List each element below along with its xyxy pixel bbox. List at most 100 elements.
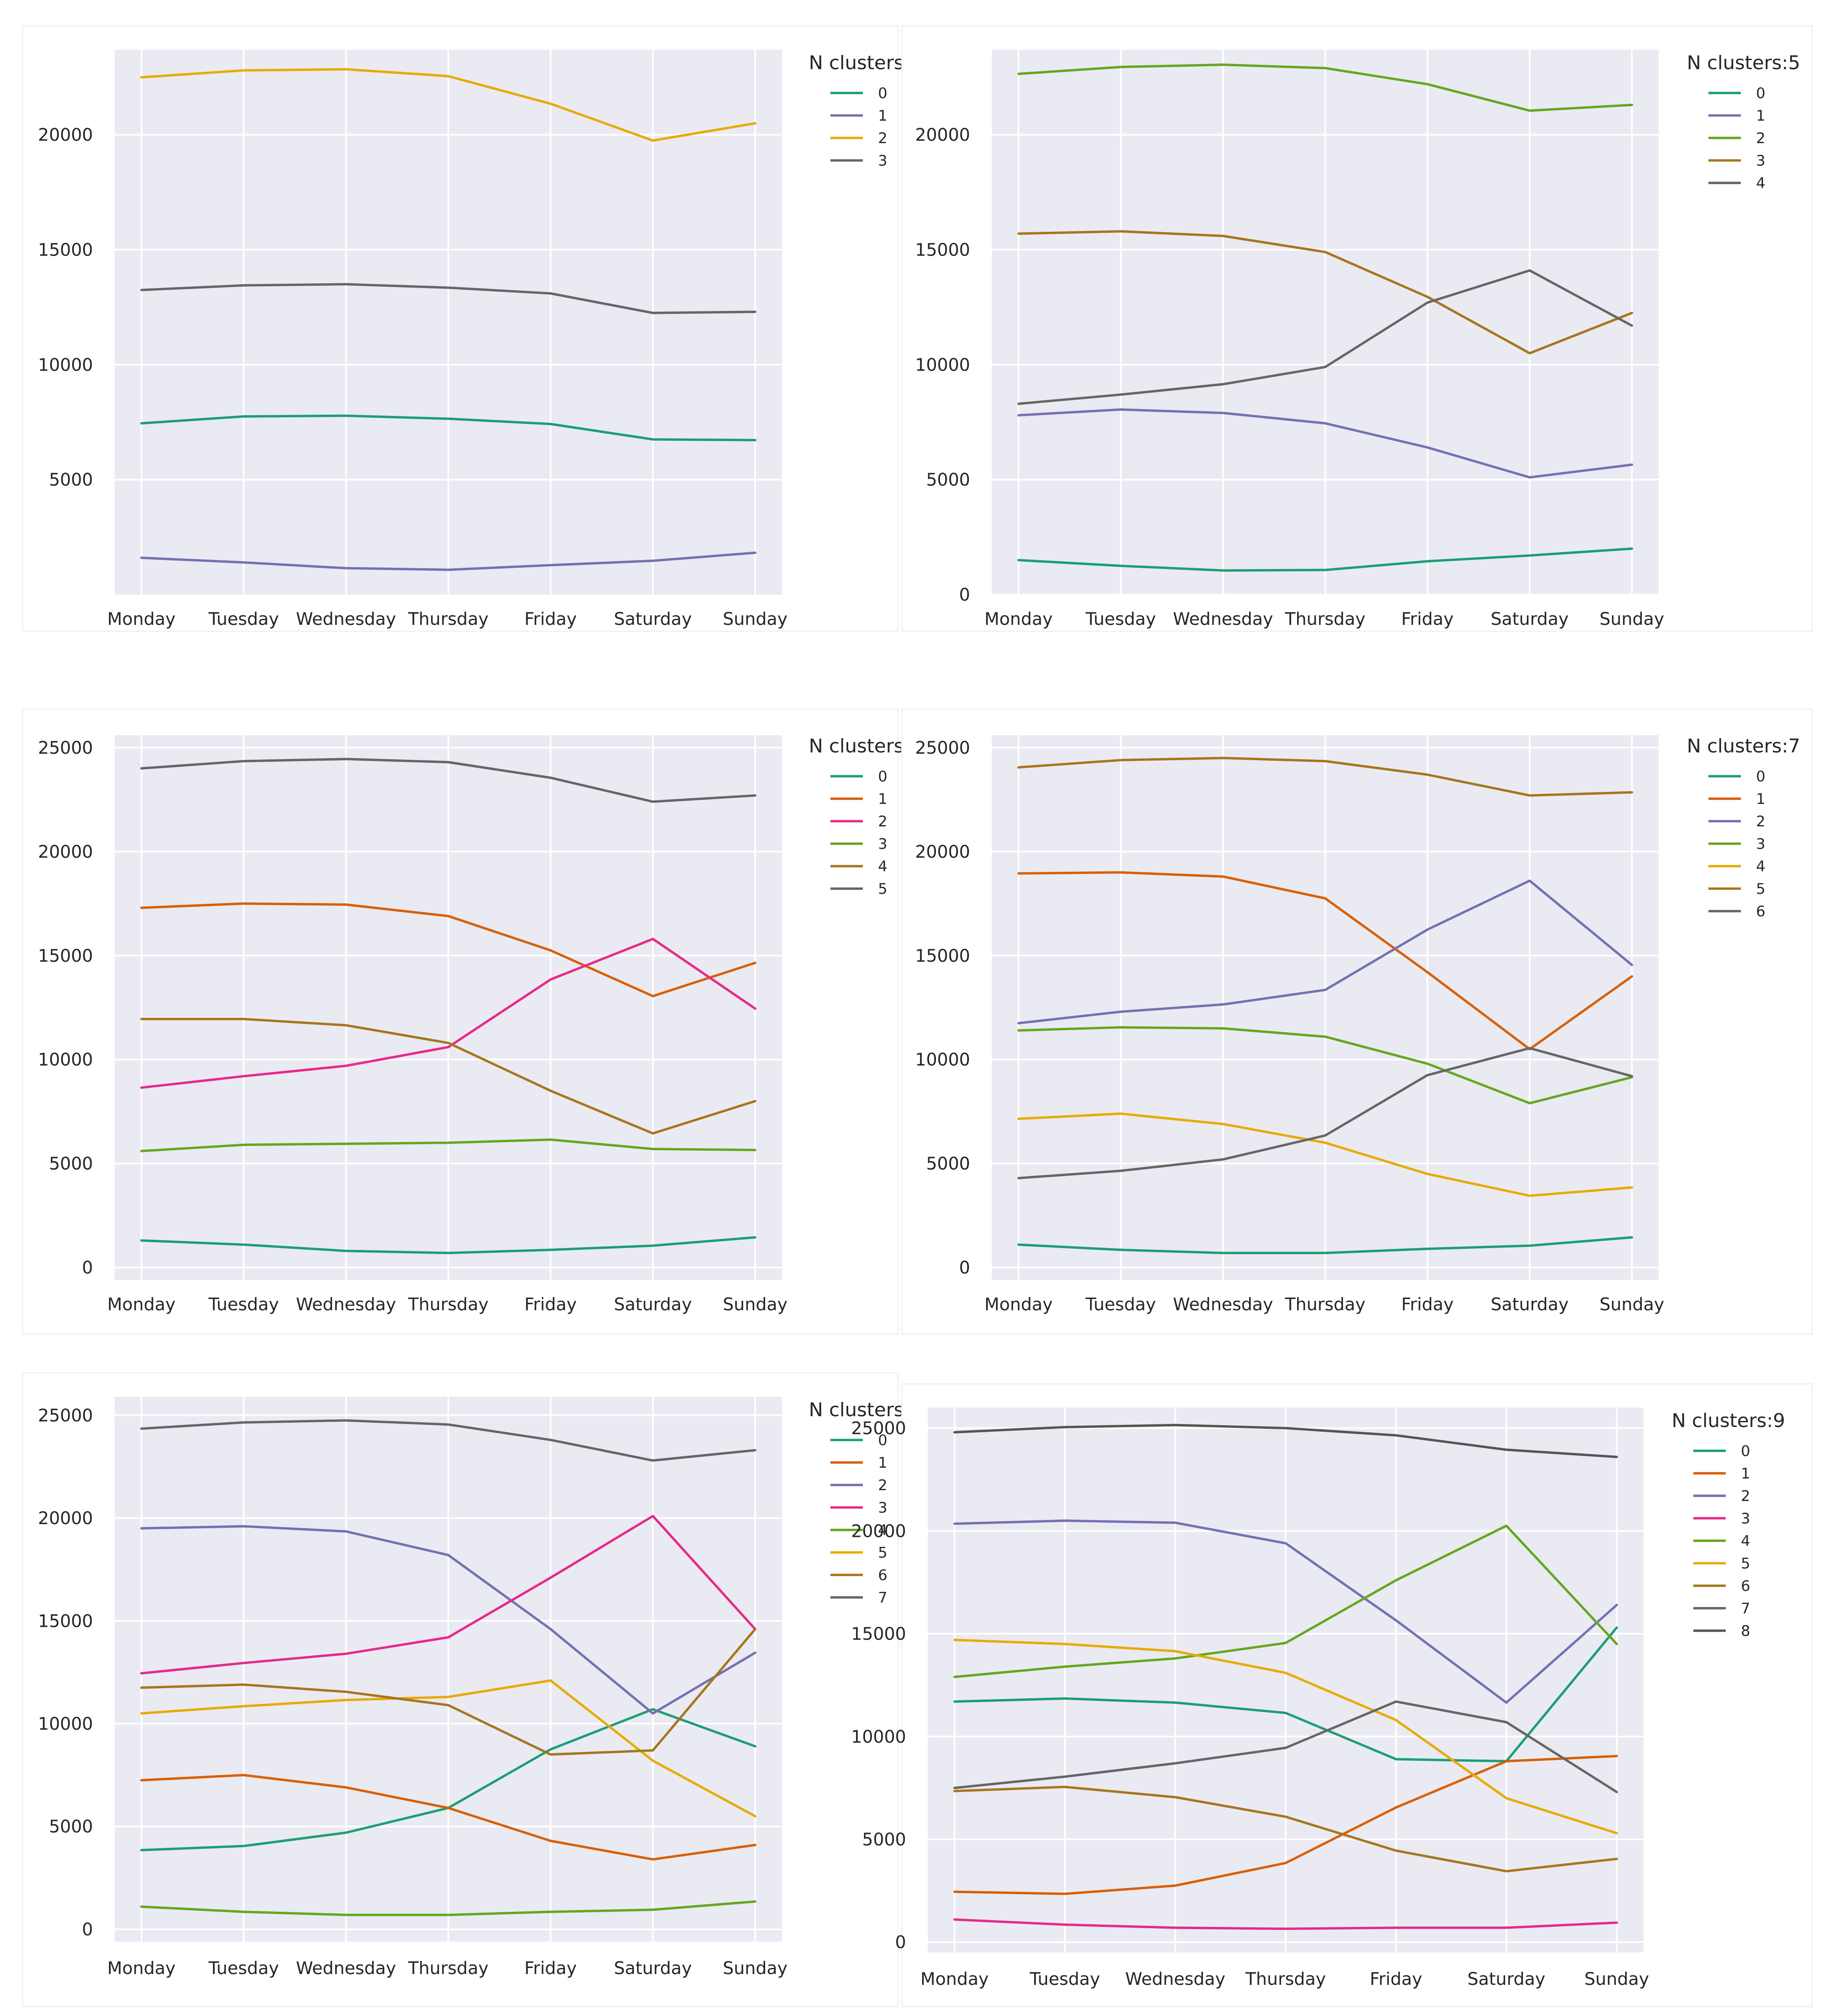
legend-label-0: 0 <box>1741 1443 1750 1460</box>
x-tick-label: Tuesday <box>208 609 279 629</box>
x-tick-label: Tuesday <box>208 1958 279 1978</box>
y-tick-label: 10000 <box>851 1727 906 1747</box>
chart-panel-4: 0 5000 10000 15000 20000 25000 Monday Tuesday We… <box>901 708 1813 1335</box>
series-line-0 <box>140 414 756 442</box>
y-tick-label: 0 <box>959 585 970 605</box>
x-tick-label: Saturday <box>1491 609 1569 629</box>
y-tick-label: 25000 <box>38 738 93 758</box>
x-tick-label: Thursday <box>1245 1969 1326 1989</box>
series-line-1 <box>140 551 756 571</box>
legend-label-5: 5 <box>878 1544 888 1562</box>
y-tick-label: 5000 <box>926 1154 970 1174</box>
series-line-1 <box>953 1755 1618 1895</box>
x-tick-label: Sunday <box>1584 1969 1649 1989</box>
legend-label-7: 7 <box>878 1589 888 1606</box>
series-line-3 <box>140 1515 756 1675</box>
y-tick-label: 5000 <box>49 470 93 490</box>
legend-label-1: 1 <box>878 107 888 125</box>
legend-label-1: 1 <box>1756 790 1766 808</box>
x-tick-label: Saturday <box>614 1295 692 1315</box>
series-line-8 <box>953 1424 1618 1458</box>
x-tick-label: Thursday <box>408 1958 489 1978</box>
y-tick-label: 15000 <box>38 946 93 966</box>
series-line-4 <box>1017 269 1633 405</box>
legend-label-6: 6 <box>1756 903 1766 920</box>
legend-label-6: 6 <box>878 1567 888 1584</box>
legend-label-2: 2 <box>1741 1488 1750 1505</box>
x-tick-label: Thursday <box>408 609 489 629</box>
y-tick-label: 20000 <box>38 125 93 145</box>
chart-panel-3: 0 5000 10000 15000 20000 25000 Monday Tuesday We… <box>22 708 922 1335</box>
x-tick-label: Wednesday <box>296 1295 396 1315</box>
series-line-4 <box>1017 1112 1633 1197</box>
legend-label-2: 2 <box>878 130 888 147</box>
legend-label-4: 4 <box>1756 858 1766 875</box>
y-tick-label: 20000 <box>851 1521 906 1541</box>
series-line-3 <box>140 1138 756 1152</box>
series-line-3 <box>953 1918 1618 1930</box>
legend-title: N clusters:5 <box>1687 52 1800 74</box>
legend-label-0: 0 <box>878 1432 888 1449</box>
y-tick-label: 15000 <box>38 1611 93 1631</box>
x-tick-label: Monday <box>107 1958 176 1978</box>
series-line-1 <box>140 902 756 998</box>
series-line-5 <box>140 758 756 803</box>
series-line-6 <box>140 1628 756 1756</box>
x-tick-label: Monday <box>984 609 1053 629</box>
x-tick-label: Saturday <box>614 609 692 629</box>
x-tick-label: Wednesday <box>1173 1295 1273 1315</box>
legend-label-4: 4 <box>1741 1533 1750 1550</box>
legend-label-5: 5 <box>878 880 888 898</box>
legend-label-6: 6 <box>1741 1578 1750 1595</box>
x-tick-label: Tuesday <box>1085 1295 1156 1315</box>
legend-label-1: 1 <box>878 790 888 808</box>
x-tick-label: Wednesday <box>1173 609 1273 629</box>
legend-label-2: 2 <box>1756 130 1766 147</box>
x-tick-label: Saturday <box>614 1958 692 1978</box>
x-tick-label: Monday <box>984 1295 1053 1315</box>
series-line-5 <box>953 1638 1618 1834</box>
x-tick-label: Sunday <box>723 1295 788 1315</box>
y-tick-label: 0 <box>959 1258 970 1278</box>
x-tick-label: Monday <box>920 1969 989 1989</box>
legend-label-0: 0 <box>878 768 888 785</box>
legend-label-2: 2 <box>1756 813 1766 830</box>
x-tick-label: Friday <box>524 609 577 629</box>
series-line-1 <box>1017 408 1633 479</box>
y-tick-label: 20000 <box>38 842 93 862</box>
legend-label-0: 0 <box>1756 85 1766 102</box>
x-tick-label: Friday <box>524 1295 577 1315</box>
x-tick-label: Tuesday <box>208 1295 279 1315</box>
x-tick-label: Friday <box>524 1958 577 1978</box>
series-line-4 <box>140 1900 756 1916</box>
x-tick-label: Thursday <box>1285 609 1365 629</box>
chart-panel-2: 0 5000 10000 15000 20000 Monday Tuesday Wednesd… <box>901 25 1813 632</box>
series-line-0 <box>1017 547 1633 572</box>
y-tick-label: 10000 <box>38 355 93 375</box>
x-tick-label: Friday <box>1401 1295 1454 1315</box>
legend-label-2: 2 <box>878 813 888 830</box>
x-tick-label: Saturday <box>1491 1295 1569 1315</box>
x-tick-label: Wednesday <box>1125 1969 1226 1989</box>
y-tick-label: 5000 <box>862 1830 906 1850</box>
x-tick-label: Tuesday <box>1029 1969 1100 1989</box>
legend-label-7: 7 <box>1741 1600 1750 1617</box>
x-tick-label: Friday <box>1370 1969 1422 1989</box>
y-tick-label: 15000 <box>915 946 970 966</box>
y-tick-label: 5000 <box>926 470 970 490</box>
series-line-0 <box>1017 1236 1633 1254</box>
y-tick-label: 0 <box>82 1258 93 1278</box>
series-line-7 <box>140 1419 756 1462</box>
y-tick-label: 10000 <box>38 1714 93 1734</box>
x-tick-label: Saturday <box>1468 1969 1545 1989</box>
series-line-7 <box>953 1700 1618 1793</box>
legend-label-4: 4 <box>1756 175 1766 192</box>
legend-label-3: 3 <box>878 835 888 853</box>
legend-label-1: 1 <box>878 1454 888 1472</box>
legend-label-5: 5 <box>1741 1555 1750 1572</box>
series-line-4 <box>953 1524 1618 1678</box>
chart-panel-1: 5000 10000 15000 20000 Monday Tuesday Wednesda… <box>22 25 922 632</box>
